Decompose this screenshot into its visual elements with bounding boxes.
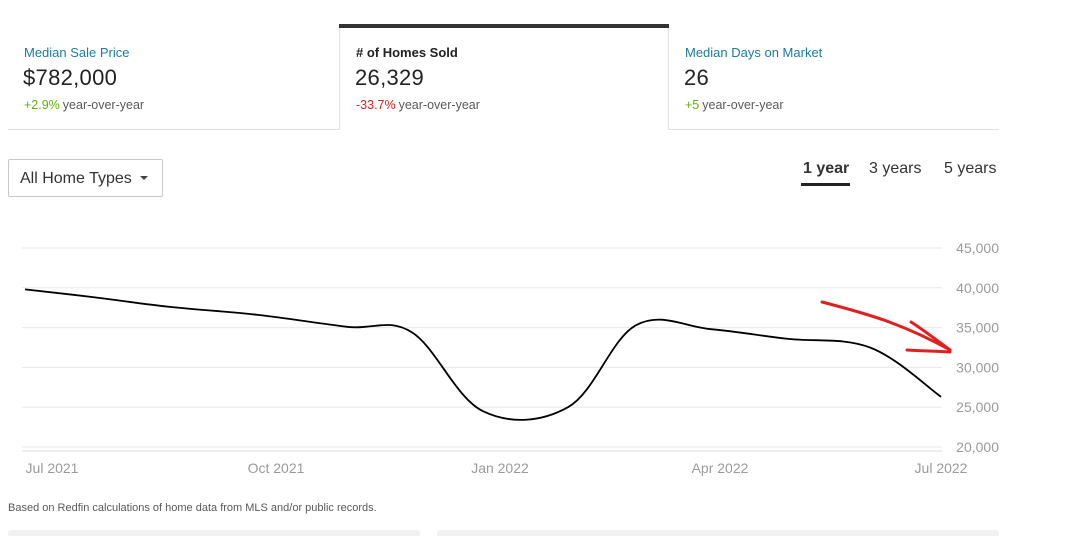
y-tick-label: 35,000 — [956, 320, 999, 336]
tab-label: Median Days on Market — [685, 45, 823, 60]
x-tick-label: Apr 2022 — [692, 460, 749, 476]
range-active-underline — [801, 183, 850, 186]
x-tick-label: Jul 2021 — [26, 460, 79, 476]
tab-change: -33.7% year-over-year — [356, 98, 480, 112]
home-type-selected: All Home Types — [20, 170, 132, 187]
change-suffix: year-over-year — [702, 98, 784, 112]
homes-sold-line — [24, 288, 942, 421]
tab-change: +5 year-over-year — [685, 98, 784, 112]
annotation-arrow-shaft — [820, 300, 952, 352]
tab-value: 26,329 — [355, 65, 425, 90]
x-tick-label: Jul 2022 — [915, 460, 968, 476]
metric-tabs: Median Sale Price $782,000 +2.9% year-ove… — [8, 24, 999, 130]
caret-down-icon — [140, 176, 148, 180]
tab-value: 26 — [684, 65, 710, 90]
range-1-year[interactable]: 1 year — [803, 160, 850, 177]
range-5-years[interactable]: 5 years — [944, 160, 997, 177]
tab-label: Median Sale Price — [24, 45, 130, 60]
range-3-years[interactable]: 3 years — [869, 160, 922, 177]
tab-homes-sold[interactable]: # of Homes Sold 26,329 -33.7% year-over-y… — [339, 24, 669, 130]
tab-change: +2.9% year-over-year — [24, 98, 144, 112]
tab-label: # of Homes Sold — [356, 45, 458, 60]
x-tick-label: Oct 2021 — [248, 460, 305, 476]
tab-value: $782,000 — [23, 65, 118, 90]
y-tick-label: 45,000 — [956, 240, 999, 256]
change-percent: +5 — [685, 98, 700, 112]
bottom-card-left — [8, 530, 420, 536]
y-tick-label: 40,000 — [956, 280, 999, 296]
annotation-arrow-head-upper — [909, 320, 952, 352]
annotation-arrow-head-lower — [905, 348, 952, 354]
x-tick-label: Jan 2022 — [471, 460, 529, 476]
y-tick-label: 20,000 — [956, 439, 999, 455]
bottom-card-right — [437, 530, 999, 536]
homes-sold-chart: 45,000 40,000 35,000 30,000 25,000 20,000 Jul … — [22, 240, 999, 476]
change-percent: -33.7% — [356, 98, 396, 112]
home-type-dropdown[interactable]: All Home Types — [8, 159, 163, 197]
y-tick-label: 25,000 — [956, 399, 999, 415]
change-percent: +2.9% — [24, 98, 60, 112]
change-suffix: year-over-year — [62, 98, 145, 112]
change-suffix: year-over-year — [398, 98, 480, 112]
tab-median-days-on-market[interactable]: Median Days on Market 26 +5 year-over-yea… — [669, 24, 999, 130]
y-tick-label: 30,000 — [956, 359, 999, 375]
footnote: Based on Redfin calculations of home dat… — [8, 502, 377, 514]
tab-median-sale-price[interactable]: Median Sale Price $782,000 +2.9% year-ove… — [8, 24, 339, 130]
